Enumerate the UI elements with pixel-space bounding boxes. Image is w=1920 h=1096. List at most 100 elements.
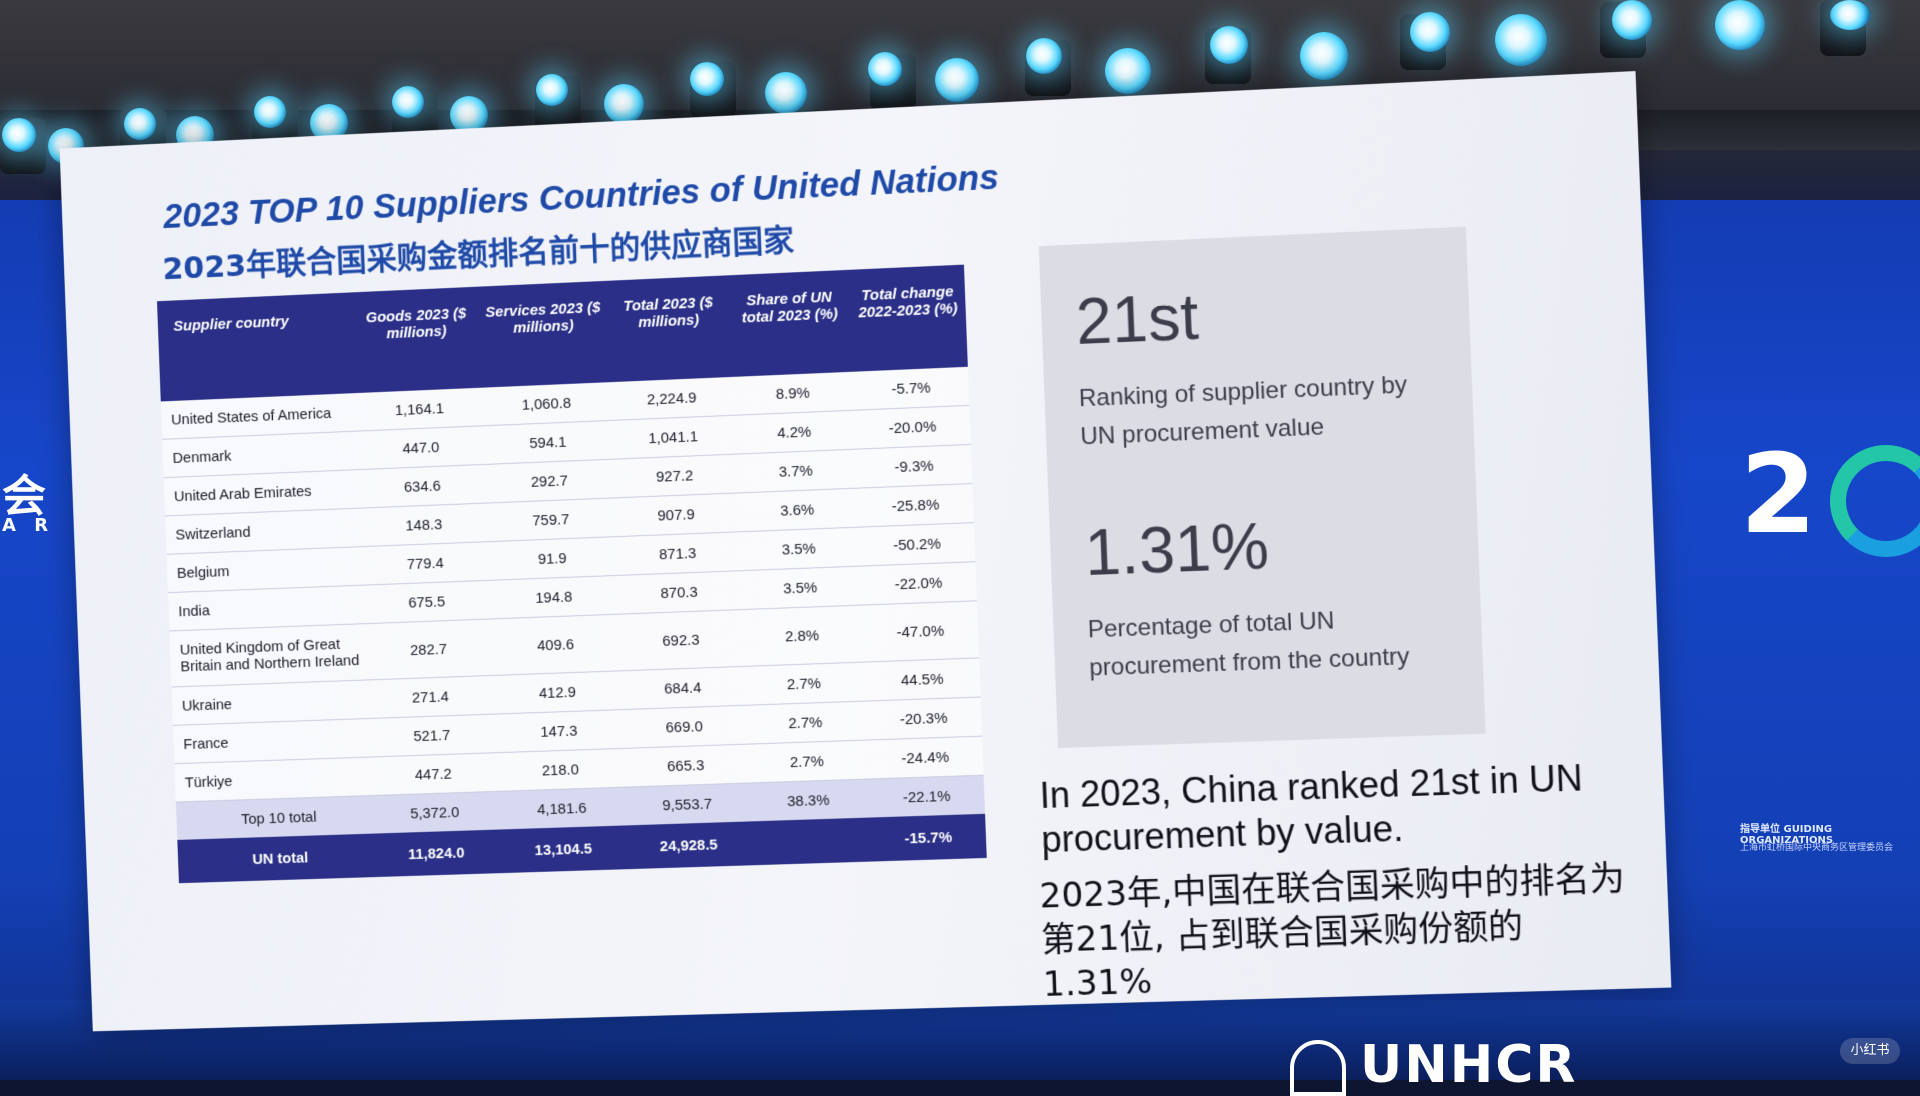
watermark-badge: 小红书: [1840, 1038, 1900, 1064]
header-supplier-country: Supplier country: [157, 292, 357, 401]
cell-change: -22.1%: [868, 775, 985, 817]
cell-services: 91.9: [487, 537, 618, 581]
cell-goods: 675.5: [364, 580, 490, 623]
cell-goods: 5,372.0: [372, 791, 498, 833]
suppliers-table: Supplier country Goods 2023 ($ millions)…: [157, 265, 987, 884]
percentage-description: Percentage of total UN procurement from …: [1087, 598, 1456, 688]
cell-services: 147.3: [493, 710, 624, 753]
percentage-value: 1.31%: [1083, 509, 1270, 591]
stats-panel: 21st Ranking of supplier country by UN p…: [1039, 227, 1486, 749]
presentation-slide: 2023 TOP 10 Suppliers Countries of Unite…: [60, 71, 1672, 1031]
cell-total: 684.4: [622, 666, 744, 709]
cell-share: [748, 818, 871, 866]
cell-total: 692.3: [620, 610, 743, 671]
header-goods: Goods 2023 ($ millions): [353, 287, 481, 393]
stage-light-icon: [1105, 48, 1151, 94]
cell-share: 3.5%: [739, 566, 862, 610]
cell-change: -24.4%: [867, 736, 984, 779]
cell-services: 218.0: [495, 748, 626, 791]
cell-change: -20.0%: [854, 405, 971, 449]
stage-light-icon: [1210, 26, 1248, 64]
cell-share: 3.5%: [737, 527, 860, 571]
cell-goods: 779.4: [363, 542, 489, 585]
unhcr-emblem-icon: [1290, 1040, 1346, 1096]
cell-total: 24,928.5: [628, 821, 750, 869]
guiding-organizations-name: 上海市虹桥国际中央商务区管理委员会: [1740, 840, 1893, 853]
stage-light-icon: [536, 74, 568, 106]
cell-total: 9,553.7: [626, 783, 748, 825]
cell-label: UN total: [177, 834, 375, 884]
suppliers-table-container: Supplier country Goods 2023 ($ millions)…: [157, 265, 987, 884]
stage-light-icon: [690, 62, 724, 96]
stage-light-icon: [604, 84, 644, 124]
stage-light-icon: [1495, 14, 1547, 66]
stage-light-icon: [1410, 12, 1450, 52]
cell-services: 409.6: [490, 614, 622, 675]
cell-change: -20.3%: [865, 697, 982, 740]
stage-light-icon: [868, 52, 902, 86]
header-services: Services 2023 ($ millions): [477, 281, 611, 388]
cell-goods: 634.6: [360, 464, 486, 508]
stage-light-icon: [392, 86, 424, 118]
stage-light-icon: [765, 72, 807, 114]
cell-share: 3.6%: [736, 488, 859, 532]
cell-services: 412.9: [492, 671, 623, 714]
cell-total: 907.9: [615, 493, 737, 537]
cell-total: 870.3: [618, 571, 740, 614]
stage-light-icon: [1612, 0, 1652, 40]
cell-total: 1,041.1: [612, 415, 734, 459]
cell-country: Türkiye: [174, 757, 372, 802]
cell-change: -5.7%: [853, 367, 970, 410]
stage-light-icon: [1830, 0, 1870, 30]
cell-share: 3.7%: [734, 449, 857, 493]
cell-goods: 11,824.0: [373, 830, 499, 877]
cell-share: 2.7%: [744, 701, 867, 744]
cell-goods: 148.3: [361, 503, 487, 547]
cell-country: France: [173, 718, 371, 763]
cell-total: 669.0: [623, 705, 745, 748]
cell-services: 292.7: [484, 459, 615, 503]
cell-total: 927.2: [614, 454, 736, 498]
cell-total: 2,224.9: [611, 377, 733, 420]
cell-share: 2.7%: [742, 662, 865, 705]
cell-goods: 447.0: [358, 426, 484, 470]
cell-goods: 1,164.1: [357, 388, 483, 431]
stage-light-icon: [124, 108, 156, 140]
cell-services: 1,060.8: [481, 382, 612, 426]
header-change: Total change 2022-2023 (%): [849, 265, 968, 372]
stage-light-icon: [2, 118, 36, 152]
cell-label: Top 10 total: [176, 796, 374, 840]
stage-light-icon: [254, 96, 286, 128]
stage-light-icon: [935, 58, 979, 102]
cell-share: 38.3%: [747, 779, 870, 821]
cell-services: 194.8: [488, 575, 619, 619]
cell-goods: 447.2: [370, 753, 496, 796]
cell-change: -22.0%: [860, 562, 977, 605]
header-total: Total 2023 ($ millions): [607, 275, 732, 382]
cell-country: United Kingdom of Great Britain and Nort…: [169, 624, 367, 687]
caption-chinese: 2023年,中国在联合国采购中的排名为第21位, 占到联合国采购份额的1.31%: [1039, 856, 1636, 1007]
cell-change: -50.2%: [859, 523, 976, 566]
cell-change: 44.5%: [864, 658, 981, 701]
cell-change: -25.8%: [857, 484, 974, 528]
cell-services: 13,104.5: [498, 825, 630, 873]
header-share: Share of UN total 2023 (%): [727, 270, 852, 377]
cell-services: 759.7: [485, 498, 616, 542]
cell-total: 665.3: [625, 744, 747, 787]
cell-change: -9.3%: [856, 444, 973, 488]
stage-light-icon: [1026, 38, 1062, 74]
stage-light-icon: [1715, 0, 1765, 50]
cell-total: 871.3: [617, 532, 739, 575]
cell-goods: 521.7: [369, 714, 495, 757]
led-wall-right-digit: 2: [1740, 430, 1817, 558]
cell-services: 4,181.6: [496, 787, 627, 829]
rank-value: 21st: [1075, 279, 1200, 359]
cell-change: -15.7%: [870, 814, 987, 862]
cell-share: 4.2%: [733, 410, 856, 454]
cell-share: 2.8%: [740, 605, 864, 666]
stage-light-icon: [1300, 32, 1348, 80]
unhcr-logo-text: UNHCR: [1360, 1035, 1577, 1095]
led-wall-left-subtext: A R: [2, 515, 54, 536]
cell-goods: 271.4: [368, 675, 494, 718]
cell-goods: 282.7: [365, 619, 491, 680]
